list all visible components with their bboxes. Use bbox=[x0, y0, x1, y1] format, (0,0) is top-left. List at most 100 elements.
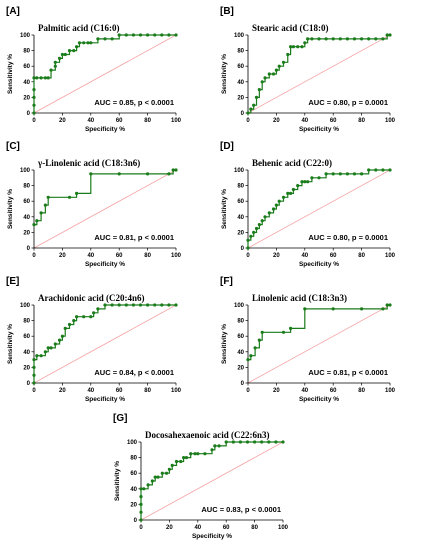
y-tick-label: 40 bbox=[130, 487, 137, 493]
roc-point bbox=[174, 168, 178, 172]
x-tick-label: 60 bbox=[116, 253, 123, 259]
y-tick-label: 40 bbox=[23, 350, 30, 356]
roc-point bbox=[300, 45, 304, 49]
auc-annotation: AUC = 0.84, p < 0.0001 bbox=[94, 368, 174, 377]
roc-panel-f: [F] Linolenic acid (C18:3n3) 0 20 40 60 80 100 0… bbox=[214, 270, 428, 407]
roc-point bbox=[352, 172, 357, 176]
roc-point bbox=[92, 311, 96, 315]
roc-point bbox=[182, 456, 186, 460]
roc-point bbox=[388, 33, 392, 37]
roc-point bbox=[67, 49, 72, 53]
x-tick-label: 60 bbox=[330, 118, 337, 124]
roc-point bbox=[257, 223, 261, 227]
y-axis-label: Sensitivity % bbox=[221, 54, 228, 94]
chart-title: Docosahexaenoic acid (C22:6n3) bbox=[145, 430, 270, 440]
roc-point bbox=[139, 502, 143, 506]
auc-annotation: AUC = 0.85, p < 0.0001 bbox=[94, 98, 174, 107]
x-tick-label: 80 bbox=[251, 525, 258, 531]
roc-point bbox=[303, 180, 307, 184]
roc-point bbox=[110, 37, 114, 41]
panel-label: [B] bbox=[220, 6, 234, 17]
reference-diagonal bbox=[33, 304, 177, 384]
x-tick-label: 0 bbox=[246, 253, 250, 259]
roc-point bbox=[32, 223, 36, 227]
roc-point bbox=[385, 33, 389, 37]
roc-point bbox=[310, 176, 314, 180]
roc-point bbox=[32, 381, 36, 385]
roc-point bbox=[60, 334, 64, 338]
roc-point bbox=[184, 456, 189, 460]
roc-point bbox=[57, 56, 62, 61]
roc-point bbox=[271, 207, 276, 211]
x-tick-label: 100 bbox=[385, 388, 396, 394]
roc-point bbox=[367, 168, 371, 172]
roc-point bbox=[249, 354, 253, 358]
roc-point bbox=[271, 72, 276, 76]
y-tick-label: 0 bbox=[241, 381, 245, 387]
roc-point bbox=[124, 33, 128, 37]
roc-point bbox=[160, 303, 164, 307]
roc-point bbox=[260, 330, 264, 334]
roc-point bbox=[338, 37, 342, 41]
roc-point bbox=[156, 475, 160, 479]
x-tick-label: 20 bbox=[59, 253, 66, 259]
roc-point bbox=[49, 68, 53, 72]
roc-point bbox=[89, 172, 93, 176]
roc-point bbox=[35, 76, 39, 80]
roc-point bbox=[300, 180, 304, 184]
roc-point bbox=[189, 452, 193, 456]
roc-point bbox=[103, 303, 107, 307]
chart-title: Linolenic acid (C18:3n3) bbox=[252, 293, 347, 303]
roc-point bbox=[246, 238, 250, 242]
x-tick-label: 100 bbox=[171, 253, 182, 259]
roc-point bbox=[263, 76, 267, 80]
y-tick-label: 0 bbox=[241, 111, 245, 117]
roc-point bbox=[35, 354, 39, 358]
panel-label: [F] bbox=[220, 276, 233, 287]
roc-point bbox=[345, 172, 349, 176]
reference-diagonal bbox=[247, 304, 391, 384]
roc-point bbox=[43, 350, 47, 354]
roc-point bbox=[72, 49, 76, 53]
roc-point bbox=[67, 322, 72, 327]
roc-point bbox=[167, 33, 171, 37]
roc-point bbox=[82, 41, 86, 45]
roc-point bbox=[75, 315, 79, 319]
roc-panel-e: [E] Arachidonic acid (C20:4n6) 0 20 40 60 80 10… bbox=[0, 270, 214, 407]
roc-point bbox=[139, 510, 143, 514]
y-tick-label: 0 bbox=[27, 381, 31, 387]
roc-point bbox=[360, 172, 364, 176]
roc-point bbox=[63, 326, 67, 330]
panel-label: [D] bbox=[220, 141, 234, 152]
roc-point bbox=[142, 487, 146, 491]
roc-point bbox=[117, 33, 121, 37]
roc-point bbox=[146, 303, 150, 307]
roc-point bbox=[331, 172, 335, 176]
y-tick-label: 0 bbox=[27, 246, 31, 252]
roc-point bbox=[35, 219, 39, 223]
x-tick-label: 100 bbox=[385, 253, 396, 259]
roc-point bbox=[257, 88, 261, 92]
x-axis-label: Specificity % bbox=[85, 396, 125, 403]
roc-point bbox=[32, 88, 36, 92]
roc-point bbox=[146, 483, 150, 487]
roc-chart-g: [G] Docosahexaenoic acid (C22:6n3) 0 20 40 60… bbox=[113, 413, 289, 540]
x-tick-label: 60 bbox=[330, 388, 337, 394]
roc-point bbox=[388, 168, 392, 172]
y-tick-label: 100 bbox=[20, 33, 31, 39]
y-axis-label: Sensitivity % bbox=[7, 54, 14, 94]
panel-label: [G] bbox=[113, 413, 127, 424]
roc-chart-b: [B] Stearic acid (C18:0) 0 20 40 60 80 100 0 20 40… bbox=[220, 6, 396, 133]
roc-point bbox=[77, 41, 82, 45]
y-axis-label: Sensitivity % bbox=[221, 324, 228, 364]
x-tick-label: 40 bbox=[301, 253, 308, 259]
roc-point bbox=[291, 187, 296, 192]
y-tick-label: 20 bbox=[130, 502, 137, 508]
x-axis-label: Specificity % bbox=[299, 126, 339, 133]
y-tick-label: 60 bbox=[23, 199, 30, 205]
roc-point bbox=[39, 354, 43, 358]
roc-curve bbox=[34, 169, 176, 226]
y-tick-label: 20 bbox=[237, 230, 244, 236]
reference-diagonal bbox=[247, 169, 391, 249]
roc-point bbox=[160, 33, 164, 37]
